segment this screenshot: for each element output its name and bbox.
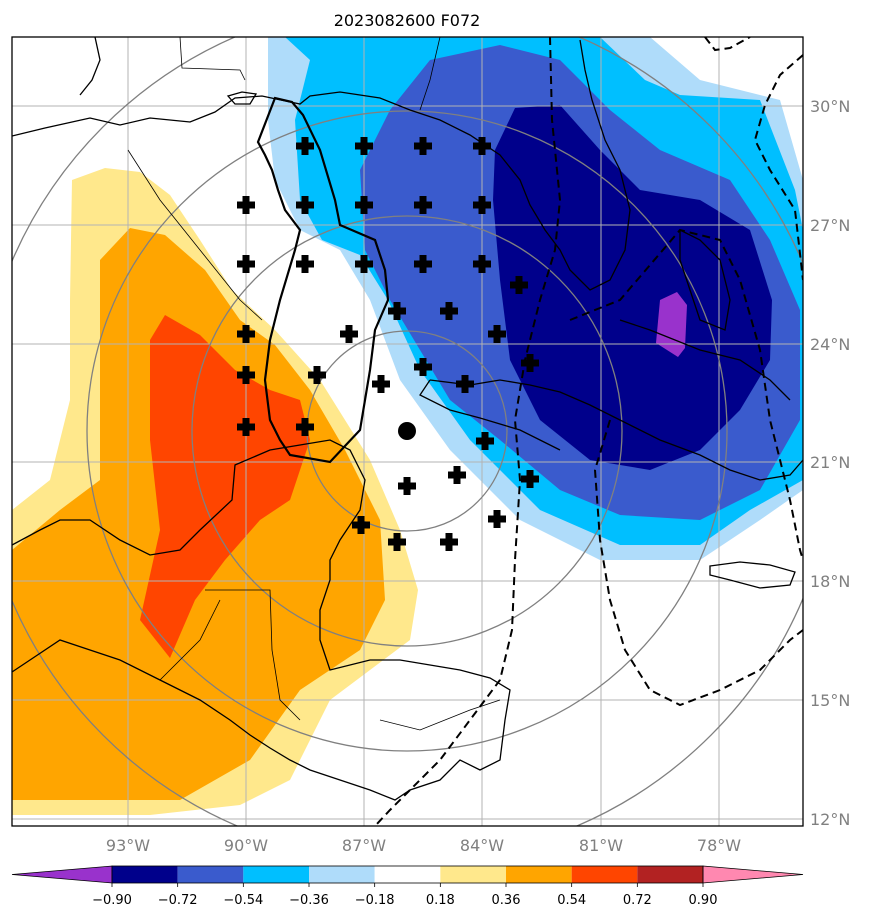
colorbar-tick-label: 0.72 [623,893,652,908]
colorbar-tick-label: 0.54 [557,893,586,908]
solid-contour-line [256,96,390,464]
plus-marker [308,366,326,384]
plus-marker [296,137,314,155]
colorbar-tick-label: 0.90 [689,893,718,908]
colorbar-swatch [177,866,244,883]
colorbar-tick-label: −0.18 [355,893,395,908]
lat-label: 24°N [810,335,850,354]
colorbar-swatch [374,866,441,883]
coastlines [12,37,803,801]
lat-label: 18°N [810,572,850,591]
plus-marker [296,418,314,436]
colorbar-swatch [571,866,638,883]
plus-marker [237,196,255,214]
plus-marker [237,366,255,384]
map-frame [11,36,804,827]
lon-label: 78°W [697,836,741,855]
lat-axis-labels: 30°N 27°N 24°N 21°N 18°N 15°N 12°N [810,97,850,829]
plus-marker [355,137,373,155]
lat-label: 15°N [810,691,850,710]
lat-label: 21°N [810,453,850,472]
colorbar-tick-label: −0.90 [92,893,132,908]
colorbar-tick-label: 0.18 [426,893,455,908]
plus-marker [388,533,406,551]
plus-marker [355,196,373,214]
colorbar-swatch [309,866,375,883]
plus-marker [388,302,406,320]
plus-markers [237,137,539,551]
colorbar-tick-label: −0.36 [289,893,329,908]
plus-marker [510,276,528,294]
colorbar-tick-label: −0.54 [223,893,263,908]
colorbar-swatch [440,866,506,883]
plus-marker [473,196,491,214]
colorbar-swatch [506,866,572,883]
colorbar-swatch [243,866,309,883]
plus-marker [237,418,255,436]
lon-axis-labels: 93°W 90°W 87°W 84°W 81°W 78°W [106,836,741,855]
plus-marker [473,255,491,273]
plus-marker [521,354,539,372]
plus-marker [476,432,494,450]
plus-marker [340,325,358,343]
map-area [12,37,803,826]
colorbar-swatch [112,866,178,883]
plus-marker [440,302,458,320]
lon-label: 90°W [224,836,268,855]
plus-marker [456,375,474,393]
range-rings [12,37,803,826]
plus-marker [448,466,466,484]
plus-marker [414,196,432,214]
colorbar: −0.90 −0.72 −0.54 −0.36 −0.18 0.18 0.36 0.54 0.7… [11,865,804,908]
plus-marker [398,477,416,495]
dashed-contour-lines [374,37,803,826]
plus-marker [414,137,432,155]
colorbar-extend-low [11,865,113,884]
storm-center-dot [398,422,416,440]
plus-marker [237,325,255,343]
plus-marker [488,325,506,343]
plus-marker [296,255,314,273]
lat-lon-gridlines [12,37,803,826]
lat-label: 27°N [810,216,850,235]
plus-marker [473,137,491,155]
colorbar-tick-label: −0.72 [158,893,198,908]
plus-marker [414,255,432,273]
plus-marker [352,516,370,534]
plus-marker [372,375,390,393]
lon-label: 84°W [460,836,504,855]
colorbar-extend-high [702,865,804,884]
lat-label: 30°N [810,97,850,116]
plus-marker [521,470,539,488]
lon-label: 81°W [579,836,623,855]
plus-marker [237,255,255,273]
contour-fill-neg-0.90 [656,292,687,357]
colorbar-outline [111,865,704,884]
lon-label: 87°W [342,836,386,855]
lat-label: 12°N [810,810,850,829]
colorbar-tick-label: 0.36 [492,893,521,908]
lon-label: 93°W [106,836,150,855]
plus-marker [414,358,432,376]
map-title: 2023082600 F072 [334,11,481,30]
plus-marker [440,533,458,551]
contour-fill-neg-0.72 [493,105,772,470]
plus-marker [488,510,506,528]
colorbar-swatch [637,866,703,883]
country-borders [127,37,501,731]
plus-marker [296,196,314,214]
plus-marker [355,255,373,273]
